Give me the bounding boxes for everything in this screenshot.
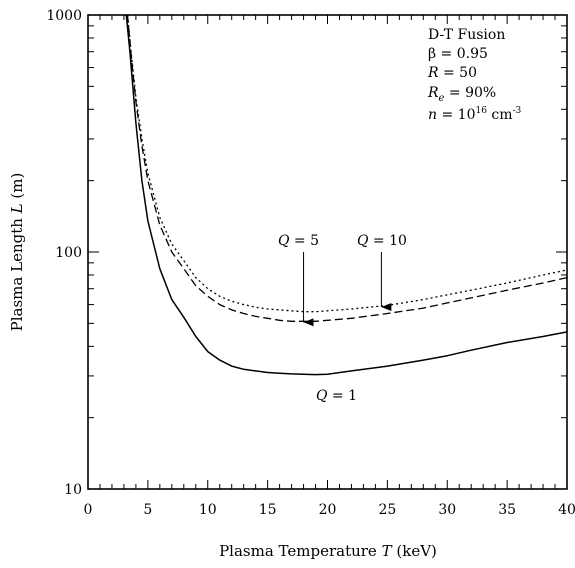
y-axis-title: Plasma Length L (m) xyxy=(8,173,26,332)
x-axis-title-symbol: T xyxy=(382,542,393,560)
series-line-dotted xyxy=(126,14,568,313)
x-tick-label: 30 xyxy=(438,502,456,518)
series-line-solid xyxy=(125,14,568,376)
parameters-legend: D-T Fusion β = 0.95 R = 50 Re = 90% n = … xyxy=(427,27,522,123)
x-axis-title: Plasma Temperature T (keV) xyxy=(219,542,437,560)
label-q1: Q = 1 xyxy=(316,388,357,404)
x-axis-title-unit: (keV) xyxy=(396,542,437,560)
x-tick-label: 0 xyxy=(84,502,93,518)
legend-line-beta: β = 0.95 xyxy=(428,46,488,62)
y-tick-label: 100 xyxy=(55,245,82,261)
x-axis-ticks: 0 5 10 15 20 25 30 35 40 xyxy=(84,15,575,518)
x-tick-label: 15 xyxy=(259,502,277,518)
y-axis-title-symbol: L xyxy=(8,203,26,214)
x-tick-label: 40 xyxy=(558,502,575,518)
label-q5: Q = 5 xyxy=(278,233,319,249)
legend-line-re: Re = 90% xyxy=(427,85,496,104)
y-tick-label: 10 xyxy=(64,482,82,498)
x-axis-title-text: Plasma Temperature xyxy=(219,542,377,560)
x-tick-label: 10 xyxy=(199,502,217,518)
series-lines xyxy=(125,14,568,376)
y-axis-title-unit: (m) xyxy=(8,173,26,199)
x-tick-label: 25 xyxy=(378,502,396,518)
legend-line-density: n = 1016 cm-3 xyxy=(428,106,522,123)
x-tick-label: 5 xyxy=(143,502,152,518)
y-tick-label: 1000 xyxy=(46,8,82,24)
y-axis-title-text: Plasma Length xyxy=(8,218,26,332)
label-q10: Q = 10 xyxy=(357,233,407,249)
legend-line-r: R = 50 xyxy=(427,65,477,81)
series-line-dashed xyxy=(126,14,568,322)
y-axis-ticks: 10 100 1000 xyxy=(46,8,567,498)
legend-line-dt-fusion: D-T Fusion xyxy=(428,27,505,43)
x-tick-label: 35 xyxy=(498,502,516,518)
x-tick-label: 20 xyxy=(319,502,337,518)
